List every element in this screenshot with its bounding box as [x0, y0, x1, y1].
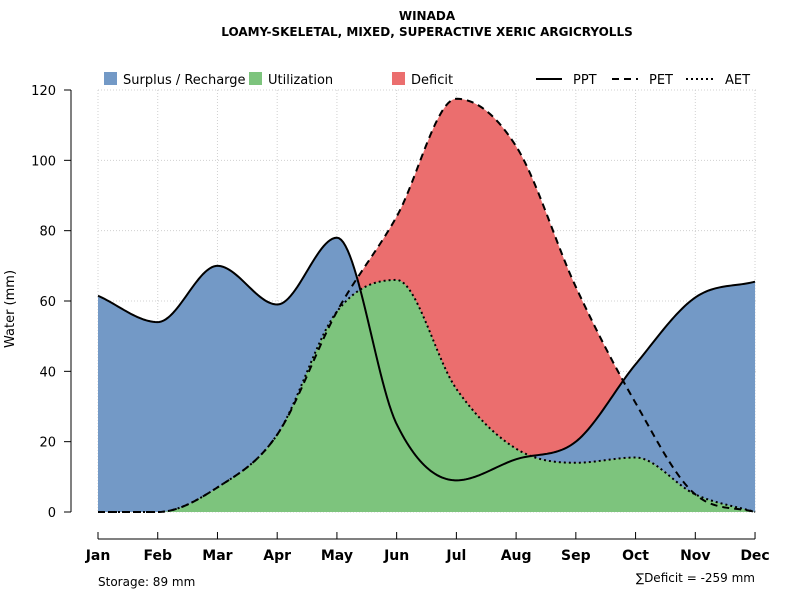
y-tick-label-20: 20 — [39, 436, 56, 451]
x-tick-label-may: May — [321, 548, 353, 564]
legend: Surplus / Recharge Utilization Deficit P… — [104, 72, 750, 88]
deficit-area — [98, 98, 756, 512]
y-tick-label-100: 100 — [31, 154, 56, 169]
legend-swatch-deficit — [392, 72, 405, 85]
y-tick-label-40: 40 — [39, 365, 56, 380]
x-tick-label-sep: Sep — [561, 548, 591, 564]
surplus-area-upper — [98, 237, 756, 513]
y-tick-label-60: 60 — [39, 295, 56, 310]
x-tick-label-oct: Oct — [622, 548, 649, 564]
ppt-line — [97, 236, 756, 482]
chart-subtitle: LOAMY-SKELETAL, MIXED, SUPERACTIVE XERIC… — [221, 25, 633, 39]
x-tick-label-feb: Feb — [143, 548, 172, 564]
deficit-total-label: ∑Deficit = -259 mm — [636, 571, 755, 585]
x-tick-label-jan: Jan — [85, 548, 111, 564]
legend-swatch-surplus — [104, 72, 117, 85]
x-tick-label-apr: Apr — [263, 548, 291, 564]
y-tick-label-80: 80 — [39, 225, 56, 240]
y-tick-label-120: 120 — [31, 84, 56, 99]
legend-label-aet: AET — [725, 73, 750, 88]
x-tick-label-nov: Nov — [680, 548, 710, 564]
x-tick-label-jul: Jul — [445, 548, 466, 564]
storage-label: Storage: 89 mm — [98, 575, 195, 589]
y-axis-label: Water (mm) — [3, 270, 18, 348]
axes: 0 20 40 60 80 100 120 Jan Feb Mar Apr May Jun Jul Aug S… — [31, 84, 770, 564]
x-tick-label-aug: Aug — [501, 548, 532, 564]
legend-label-pet: PET — [649, 73, 673, 88]
x-tick-label-mar: Mar — [202, 548, 232, 564]
chart-title: WINADA — [399, 9, 456, 23]
y-tick-label-0: 0 — [48, 506, 56, 521]
legend-swatch-utilization — [249, 72, 262, 85]
x-tick-label-jun: Jun — [383, 548, 409, 564]
legend-label-utilization: Utilization — [268, 73, 333, 88]
legend-label-surplus: Surplus / Recharge — [123, 73, 246, 88]
pet-line — [98, 97, 756, 513]
series-lines — [97, 97, 756, 513]
legend-label-ppt: PPT — [573, 73, 597, 88]
legend-label-deficit: Deficit — [411, 73, 453, 88]
x-tick-label-dec: Dec — [740, 548, 769, 564]
